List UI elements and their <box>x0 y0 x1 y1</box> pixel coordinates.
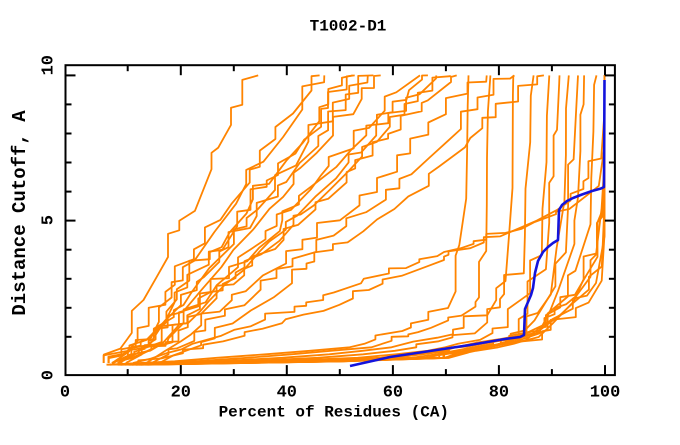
svg-text:40: 40 <box>277 384 297 403</box>
svg-text:0: 0 <box>40 370 59 380</box>
svg-text:Distance Cutoff, A: Distance Cutoff, A <box>9 110 31 316</box>
svg-text:20: 20 <box>171 384 191 403</box>
svg-text:0: 0 <box>60 384 70 403</box>
svg-text:80: 80 <box>489 384 509 403</box>
svg-text:100: 100 <box>590 384 621 403</box>
svg-text:10: 10 <box>40 55 59 75</box>
svg-text:5: 5 <box>40 215 59 225</box>
svg-text:60: 60 <box>383 384 403 403</box>
svg-text:Percent of Residues (CA): Percent of Residues (CA) <box>219 404 449 422</box>
svg-text:T1002-D1: T1002-D1 <box>310 18 387 36</box>
